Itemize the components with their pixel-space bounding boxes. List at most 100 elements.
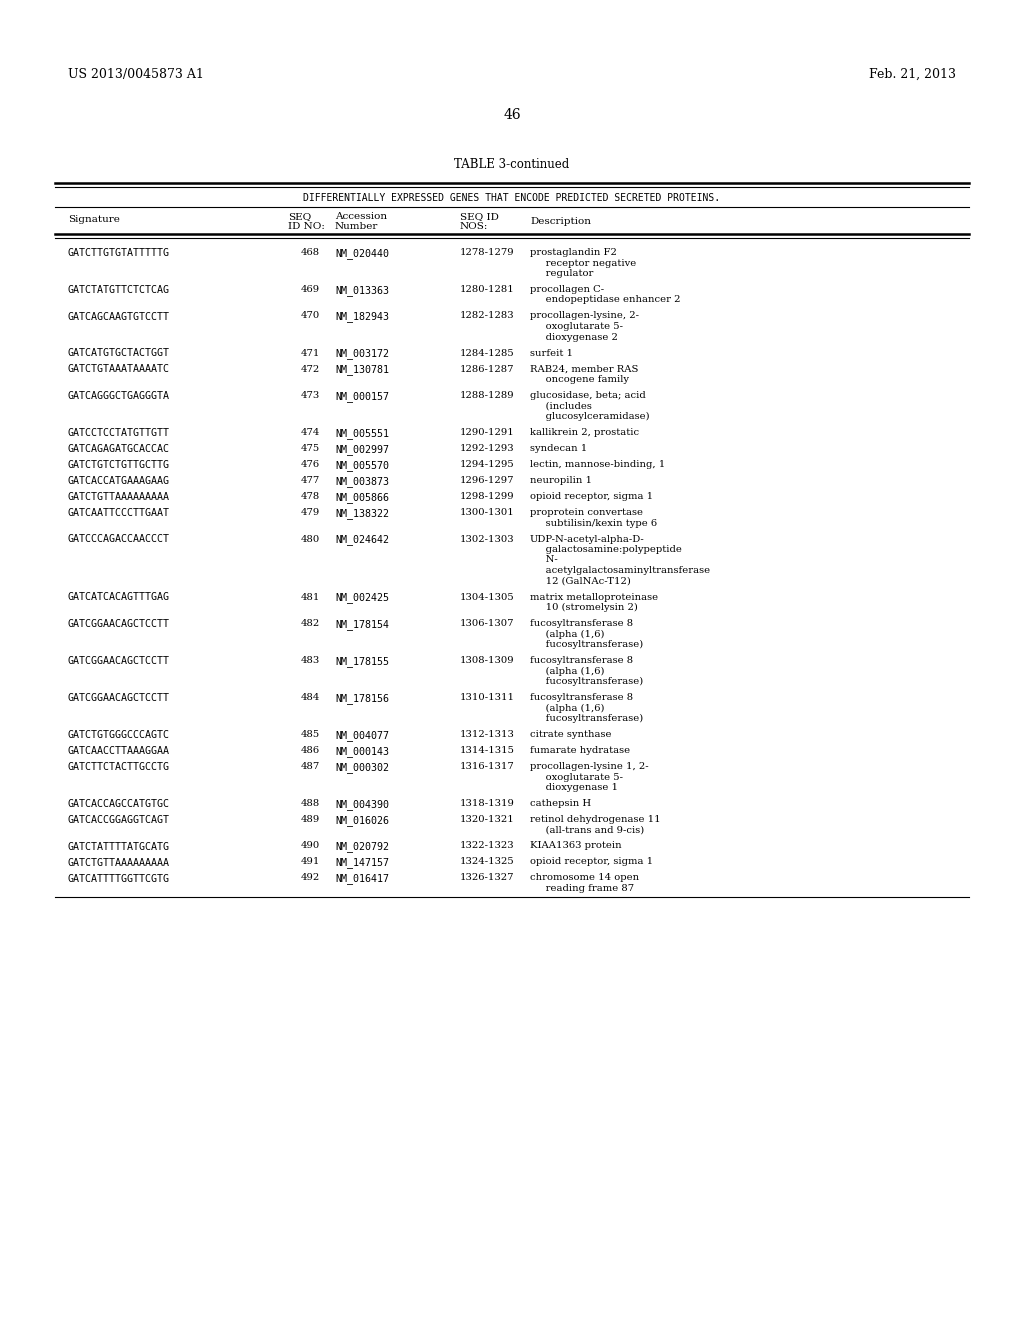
Text: DIFFERENTIALLY EXPRESSED GENES THAT ENCODE PREDICTED SECRETED PROTEINS.: DIFFERENTIALLY EXPRESSED GENES THAT ENCO… (303, 193, 721, 203)
Text: SEQ: SEQ (288, 213, 311, 220)
Text: fucosyltransferase): fucosyltransferase) (530, 677, 643, 686)
Text: 1312-1313: 1312-1313 (460, 730, 515, 739)
Text: GATCCCAGACCAACCCT: GATCCCAGACCAACCCT (68, 535, 170, 544)
Text: prostaglandin F2: prostaglandin F2 (530, 248, 616, 257)
Text: 1318-1319: 1318-1319 (460, 799, 515, 808)
Text: 480: 480 (301, 535, 319, 544)
Text: NM_178156: NM_178156 (335, 693, 389, 704)
Text: NM_002425: NM_002425 (335, 593, 389, 603)
Text: fucosyltransferase 8: fucosyltransferase 8 (530, 619, 633, 628)
Text: NM_020440: NM_020440 (335, 248, 389, 259)
Text: retinol dehydrogenase 11: retinol dehydrogenase 11 (530, 814, 660, 824)
Text: 10 (stromelysin 2): 10 (stromelysin 2) (530, 603, 638, 612)
Text: NM_004077: NM_004077 (335, 730, 389, 741)
Text: NM_182943: NM_182943 (335, 312, 389, 322)
Text: NM_013363: NM_013363 (335, 285, 389, 296)
Text: 1326-1327: 1326-1327 (460, 874, 514, 883)
Text: (alpha (1,6): (alpha (1,6) (530, 704, 604, 713)
Text: GATCAACCTTAAAGGAA: GATCAACCTTAAAGGAA (68, 746, 170, 756)
Text: 1284-1285: 1284-1285 (460, 348, 515, 358)
Text: 1292-1293: 1292-1293 (460, 444, 515, 453)
Text: 476: 476 (301, 459, 319, 469)
Text: 1300-1301: 1300-1301 (460, 508, 515, 517)
Text: NOS:: NOS: (460, 222, 488, 231)
Text: GATCTTGTGTATTTTTG: GATCTTGTGTATTTTTG (68, 248, 170, 257)
Text: 1286-1287: 1286-1287 (460, 364, 514, 374)
Text: Description: Description (530, 216, 591, 226)
Text: NM_020792: NM_020792 (335, 842, 389, 853)
Text: NM_024642: NM_024642 (335, 535, 389, 545)
Text: ID NO:: ID NO: (288, 222, 325, 231)
Text: endopeptidase enhancer 2: endopeptidase enhancer 2 (530, 296, 681, 305)
Text: fucosyltransferase): fucosyltransferase) (530, 640, 643, 649)
Text: 471: 471 (301, 348, 319, 358)
Text: GATCTGTGGGCCCAGTC: GATCTGTGGGCCCAGTC (68, 730, 170, 741)
Text: 485: 485 (301, 730, 319, 739)
Text: 491: 491 (301, 858, 319, 866)
Text: glucosylceramidase): glucosylceramidase) (530, 412, 649, 421)
Text: NM_016417: NM_016417 (335, 874, 389, 884)
Text: cathepsin H: cathepsin H (530, 799, 591, 808)
Text: GATCGGAACAGCTCCTT: GATCGGAACAGCTCCTT (68, 619, 170, 630)
Text: 1290-1291: 1290-1291 (460, 428, 515, 437)
Text: lectin, mannose-binding, 1: lectin, mannose-binding, 1 (530, 459, 666, 469)
Text: subtilisin/kexin type 6: subtilisin/kexin type 6 (530, 519, 657, 528)
Text: 12 (GalNAc-T12): 12 (GalNAc-T12) (530, 577, 631, 586)
Text: NM_004390: NM_004390 (335, 799, 389, 810)
Text: 489: 489 (301, 814, 319, 824)
Text: 470: 470 (301, 312, 319, 321)
Text: 1314-1315: 1314-1315 (460, 746, 515, 755)
Text: regulator: regulator (530, 269, 593, 279)
Text: 1288-1289: 1288-1289 (460, 391, 515, 400)
Text: NM_005866: NM_005866 (335, 492, 389, 503)
Text: NM_000302: NM_000302 (335, 762, 389, 774)
Text: 1296-1297: 1296-1297 (460, 477, 514, 484)
Text: reading frame 87: reading frame 87 (530, 884, 634, 894)
Text: oxoglutarate 5-: oxoglutarate 5- (530, 772, 623, 781)
Text: surfeit 1: surfeit 1 (530, 348, 573, 358)
Text: NM_178154: NM_178154 (335, 619, 389, 630)
Text: 481: 481 (301, 593, 319, 602)
Text: 468: 468 (301, 248, 319, 257)
Text: 490: 490 (301, 842, 319, 850)
Text: 482: 482 (301, 619, 319, 628)
Text: kallikrein 2, prostatic: kallikrein 2, prostatic (530, 428, 639, 437)
Text: GATCCTCCTATGTTGTT: GATCCTCCTATGTTGTT (68, 428, 170, 438)
Text: N-: N- (530, 556, 558, 565)
Text: GATCTGTTAAAAAAAAA: GATCTGTTAAAAAAAAA (68, 858, 170, 867)
Text: NM_002997: NM_002997 (335, 444, 389, 455)
Text: procollagen C-: procollagen C- (530, 285, 604, 294)
Text: 1282-1283: 1282-1283 (460, 312, 515, 321)
Text: GATCTTCTACTTGCCTG: GATCTTCTACTTGCCTG (68, 762, 170, 772)
Text: NM_005570: NM_005570 (335, 459, 389, 471)
Text: 1324-1325: 1324-1325 (460, 858, 515, 866)
Text: RAB24, member RAS: RAB24, member RAS (530, 364, 638, 374)
Text: GATCGGAACAGCTCCTT: GATCGGAACAGCTCCTT (68, 656, 170, 667)
Text: GATCAGCAAGTGTCCTT: GATCAGCAAGTGTCCTT (68, 312, 170, 322)
Text: GATCAATTCCCTTGAAT: GATCAATTCCCTTGAAT (68, 508, 170, 517)
Text: 484: 484 (301, 693, 319, 702)
Text: 1320-1321: 1320-1321 (460, 814, 515, 824)
Text: oxoglutarate 5-: oxoglutarate 5- (530, 322, 623, 331)
Text: fucosyltransferase 8: fucosyltransferase 8 (530, 656, 633, 665)
Text: acetylgalactosaminyltransferase: acetylgalactosaminyltransferase (530, 566, 710, 576)
Text: fucosyltransferase): fucosyltransferase) (530, 714, 643, 723)
Text: 478: 478 (301, 492, 319, 502)
Text: (alpha (1,6): (alpha (1,6) (530, 630, 604, 639)
Text: 1278-1279: 1278-1279 (460, 248, 515, 257)
Text: 474: 474 (301, 428, 319, 437)
Text: 469: 469 (301, 285, 319, 294)
Text: dioxygenase 1: dioxygenase 1 (530, 783, 618, 792)
Text: GATCACCAGCCATGTGC: GATCACCAGCCATGTGC (68, 799, 170, 809)
Text: 1316-1317: 1316-1317 (460, 762, 515, 771)
Text: receptor negative: receptor negative (530, 259, 636, 268)
Text: GATCAGGGCTGAGGGTA: GATCAGGGCTGAGGGTA (68, 391, 170, 401)
Text: 472: 472 (301, 364, 319, 374)
Text: NM_178155: NM_178155 (335, 656, 389, 667)
Text: GATCATTTTGGTTCGTG: GATCATTTTGGTTCGTG (68, 874, 170, 883)
Text: NM_005551: NM_005551 (335, 428, 389, 440)
Text: GATCTGTTAAAAAAAAA: GATCTGTTAAAAAAAAA (68, 492, 170, 502)
Text: glucosidase, beta; acid: glucosidase, beta; acid (530, 391, 646, 400)
Text: GATCATGTGCTACTGGT: GATCATGTGCTACTGGT (68, 348, 170, 359)
Text: opioid receptor, sigma 1: opioid receptor, sigma 1 (530, 858, 653, 866)
